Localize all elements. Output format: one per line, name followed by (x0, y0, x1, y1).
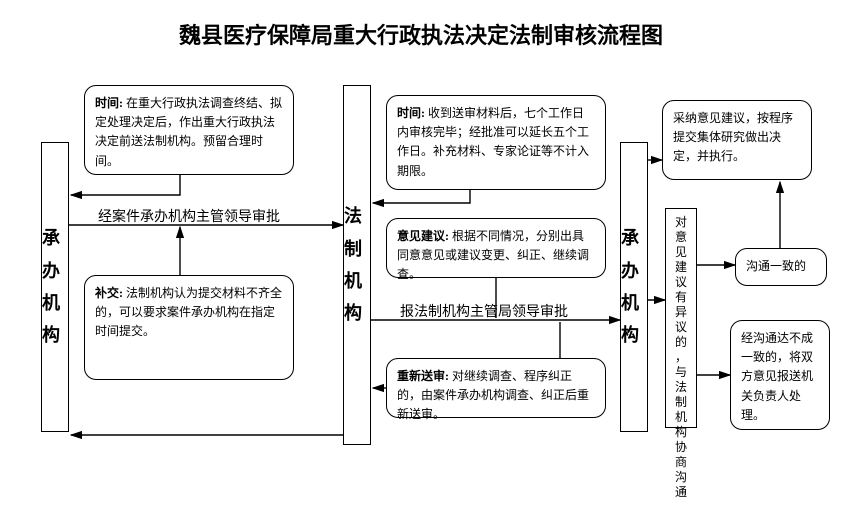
arrow-b1-to-leftbar (71, 175, 180, 195)
note-box-consult: 对意见建议有异议的，与法制机构协商沟通 (665, 208, 697, 428)
note-box-adopt: 采纳意见建议，按程序提交集体研究做出决定，并执行。 (662, 100, 812, 180)
arrow-b3-to-midbar (373, 190, 470, 203)
org-bar-right: 承办机构 (620, 142, 648, 432)
diagram-title: 魏县医疗保障局重大行政执法决定法制审核流程图 (0, 18, 842, 50)
title-text: 魏县医疗保障局重大行政执法决定法制审核流程图 (179, 23, 663, 48)
note-box-disagree: 经沟通达不成一致的，将双方意见报送机关负责人处理。 (730, 320, 830, 430)
org-bar-left: 承办机构 (41, 142, 69, 432)
arrow-label-left-to-mid: 经案件承办机构主管领导审批 (98, 206, 280, 226)
note-box-supplement: 补交: 法制机构认为提交材料不齐全的，可以要求案件承办机构在指定时间提交。 (84, 275, 294, 380)
arrow-label-mid-to-right: 报法制机构主管局领导审批 (400, 301, 568, 321)
org-bar-mid: 法制机构 (343, 85, 371, 445)
note-box-opinion: 意见建议: 根据不同情况，分别出具同意意见或建议变更、纠正、继续调查。 (386, 218, 606, 278)
note-box-time-left: 时间: 在重大行政执法调查终结、拟定处理决定后，作出重大行政执法决定前送法制机构… (84, 85, 294, 175)
note-box-time-mid: 时间: 收到送审材料后，七个工作日内审核完毕；经批准可以延长五个工作日。补充材料… (386, 95, 606, 190)
note-box-agree: 沟通一致的 (735, 248, 827, 286)
note-box-resubmit: 重新送审: 对继续调查、程序纠正的，由案件承办机构调查、纠正后重新送审。 (386, 358, 606, 418)
